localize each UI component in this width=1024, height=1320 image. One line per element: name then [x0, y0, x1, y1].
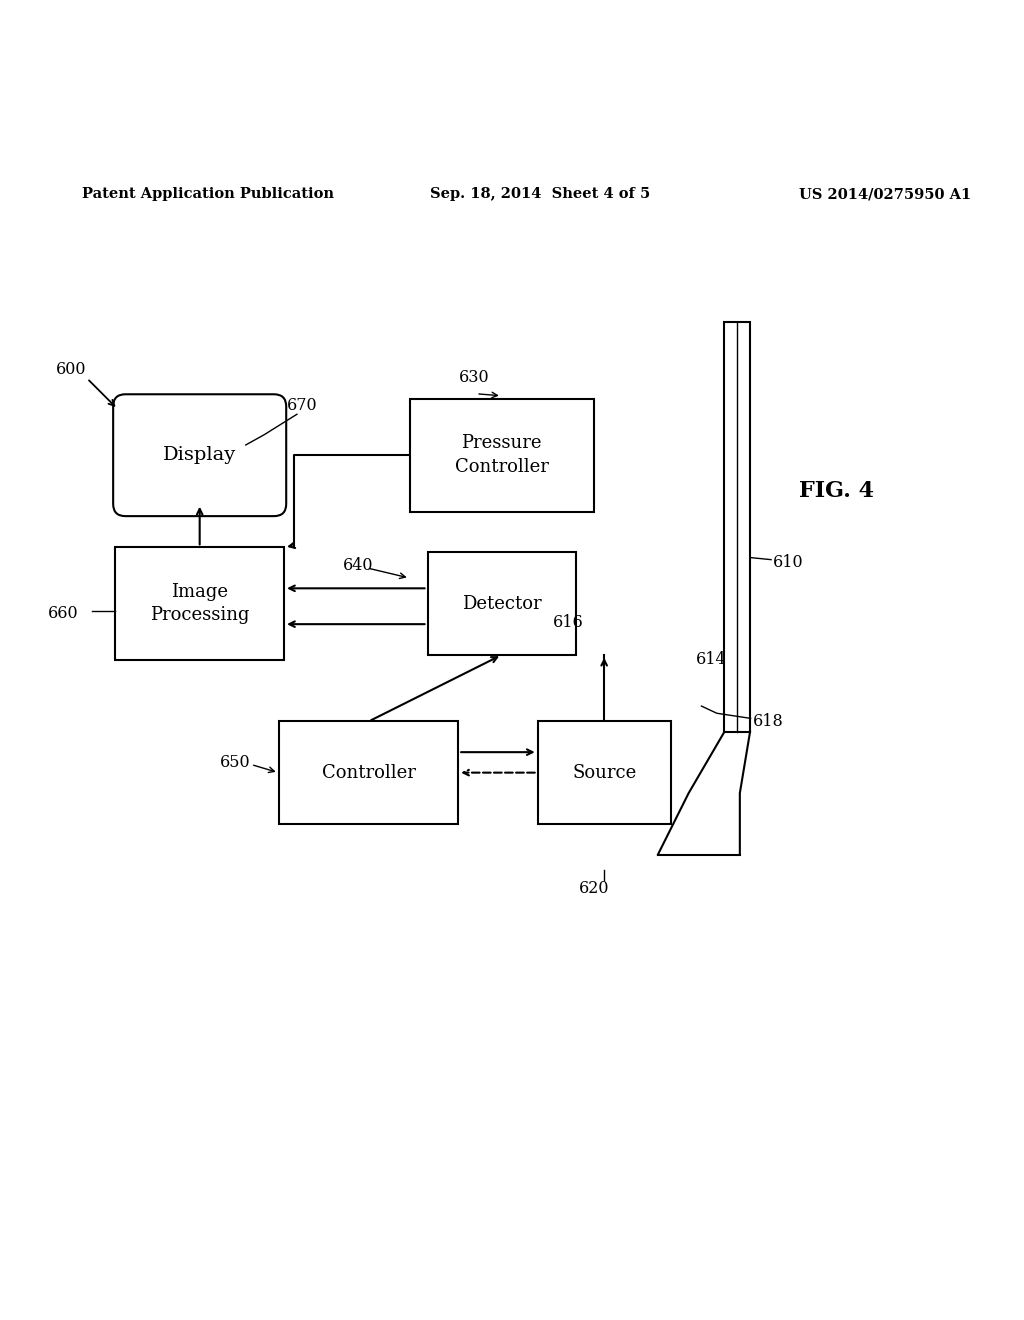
- Text: Detector: Detector: [462, 595, 542, 612]
- Text: US 2014/0275950 A1: US 2014/0275950 A1: [799, 187, 971, 201]
- FancyBboxPatch shape: [538, 722, 671, 824]
- FancyBboxPatch shape: [114, 395, 286, 516]
- Text: Image
Processing: Image Processing: [150, 583, 250, 624]
- Text: 670: 670: [287, 397, 317, 414]
- Text: 660: 660: [48, 606, 79, 623]
- Text: Source: Source: [572, 764, 636, 781]
- Text: 620: 620: [579, 880, 609, 898]
- Text: 600: 600: [56, 362, 87, 379]
- Text: Pressure
Controller: Pressure Controller: [455, 434, 549, 477]
- Bar: [725, 322, 750, 731]
- Text: 616: 616: [553, 614, 584, 631]
- FancyBboxPatch shape: [115, 548, 285, 660]
- Text: Sep. 18, 2014  Sheet 4 of 5: Sep. 18, 2014 Sheet 4 of 5: [430, 187, 650, 201]
- Text: 610: 610: [773, 554, 804, 572]
- Text: 640: 640: [343, 557, 374, 574]
- Text: 618: 618: [753, 713, 783, 730]
- Text: 614: 614: [696, 652, 727, 668]
- Text: Display: Display: [163, 446, 237, 465]
- Text: 650: 650: [220, 754, 251, 771]
- FancyBboxPatch shape: [410, 399, 594, 512]
- Text: FIG. 4: FIG. 4: [799, 480, 873, 502]
- FancyBboxPatch shape: [428, 553, 575, 655]
- Text: Controller: Controller: [322, 764, 416, 781]
- Text: Patent Application Publication: Patent Application Publication: [82, 187, 334, 201]
- Text: 630: 630: [459, 368, 489, 385]
- FancyBboxPatch shape: [279, 722, 458, 824]
